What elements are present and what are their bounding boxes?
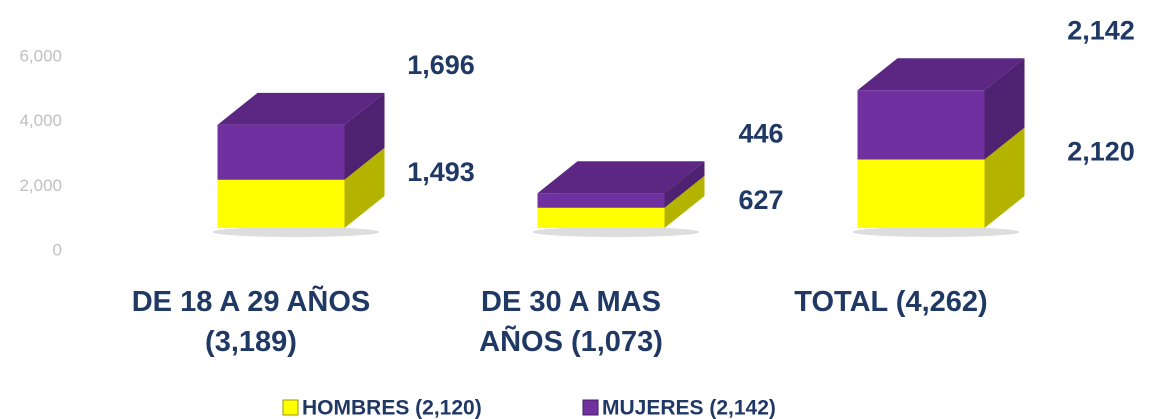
bar-shadow — [852, 227, 1020, 237]
bar-side — [664, 161, 705, 208]
data-label: 1,493 — [407, 157, 475, 187]
data-label: 446 — [738, 118, 783, 148]
bar-side — [664, 175, 705, 228]
bar-side — [984, 58, 1025, 160]
legend-swatch — [582, 399, 599, 416]
legend-label: MUJERES (2,142) — [602, 397, 776, 419]
bar-front — [537, 207, 665, 228]
data-label: 2,120 — [1067, 137, 1135, 167]
x-tick-label: DE 30 A MAS AÑOS (1,073) — [479, 286, 663, 358]
legend-label: HOMBRES (2,120) — [302, 397, 482, 419]
bar-top — [857, 58, 1025, 91]
bar-front — [217, 179, 345, 228]
bar-side — [984, 127, 1025, 228]
x-tick-label: DE 18 A 29 AÑOS (3,189) — [131, 286, 371, 358]
bar-shadow — [212, 227, 380, 237]
y-tick-label: 4,000 — [19, 111, 62, 130]
bar-front — [537, 193, 665, 208]
data-label: 1,696 — [407, 50, 475, 80]
bar-top — [217, 92, 385, 125]
bar — [537, 161, 705, 208]
bar — [217, 92, 385, 180]
x-tick-label: TOTAL (4,262) — [794, 286, 988, 318]
bar — [857, 58, 1025, 160]
bar-front — [857, 90, 985, 160]
y-tick-label: 2,000 — [19, 176, 62, 195]
data-label: 627 — [738, 185, 783, 215]
legend-swatch — [282, 399, 299, 416]
bar-side — [344, 147, 385, 228]
y-tick-label: 6,000 — [19, 46, 62, 65]
y-tick-label: 0 — [53, 240, 62, 259]
bar-front — [217, 124, 345, 180]
data-label: 2,142 — [1067, 15, 1135, 45]
bar-shadow — [532, 227, 700, 237]
bar-side — [344, 92, 385, 180]
bar-front — [857, 159, 985, 228]
bar-top — [537, 161, 705, 194]
